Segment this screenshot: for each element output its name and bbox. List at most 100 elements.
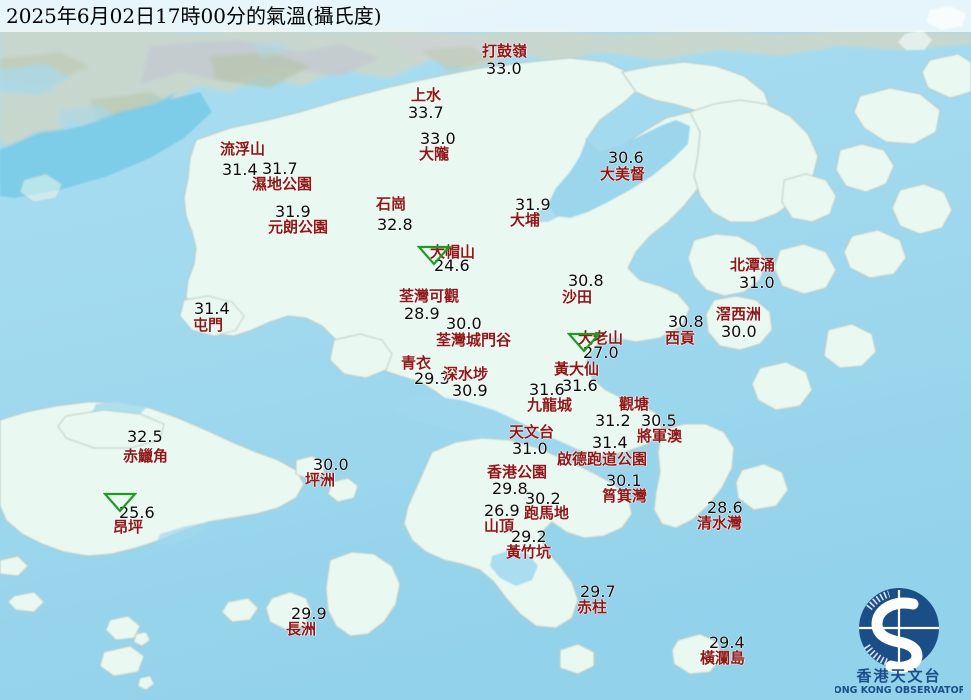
station-temperature-value: 32.5: [127, 427, 163, 446]
sai-kung-island-d: [773, 243, 837, 295]
chek-lap-kok: [57, 409, 165, 449]
clear-water-bay: [653, 423, 735, 529]
sw-islet-d: [137, 675, 155, 691]
tsing-yi: [329, 333, 393, 379]
sai-kung-island-c: [781, 173, 837, 223]
station-name: 濕地公園: [252, 175, 313, 193]
station-name: 屯門: [193, 316, 224, 334]
logo-dots-bottom: [864, 643, 889, 666]
logo-name-zh: 香港天文台: [856, 667, 941, 685]
po-toi-island: [559, 643, 595, 675]
ne-island-a: [835, 143, 895, 193]
ne-cloud-b: [898, 30, 932, 50]
station-temperature-value: 30.1: [606, 471, 642, 490]
station-name: 沙田: [562, 288, 593, 306]
station-name: 筲箕灣: [602, 487, 648, 505]
kau-sai-chau: [687, 233, 767, 297]
sw-islet-b: [99, 645, 145, 677]
station-name: 赤鱲角: [123, 447, 169, 465]
station-name: 赤柱: [577, 598, 608, 616]
station-name: 香港公園: [487, 463, 548, 481]
station-temperature-value: 31.4: [222, 160, 258, 179]
station-name: 荃灣城門谷: [436, 331, 512, 349]
station-altitude-triangle-icon: [103, 492, 137, 513]
hei-ling-chau: [327, 477, 359, 503]
station-name: 天文台: [509, 423, 555, 441]
station-name: 青衣: [401, 354, 432, 372]
station-name: 橫瀾島: [700, 649, 746, 667]
station-temperature-value: 30.0: [446, 314, 482, 333]
sai-kung-island-g: [823, 323, 877, 369]
station-temperature-value: 31.2: [595, 411, 631, 430]
sw-islet-f: [7, 591, 45, 613]
peng-chau: [295, 455, 325, 481]
hong-kong-island: [403, 437, 633, 629]
logo-dots-top: [866, 590, 891, 611]
station-name: 坪洲: [305, 471, 336, 489]
station-temperature-value: 33.7: [408, 103, 444, 122]
station-temperature-value: 28.6: [707, 498, 743, 517]
station-temperature-value: 29.3: [414, 369, 450, 388]
station-temperature-value: 29.9: [291, 604, 327, 623]
station-name: 大美督: [600, 165, 646, 183]
tuen-mun-coast: [179, 295, 245, 337]
station-temperature-value: 30.6: [608, 148, 644, 167]
station-temperature-value: 31.6: [562, 376, 598, 395]
station-temperature-value: 29.8: [492, 479, 528, 498]
station-temperature-value: 33.0: [420, 129, 456, 148]
station-temperature-value: 31.7: [262, 159, 298, 178]
ne-island-c: [853, 87, 941, 145]
station-name: 石崗: [376, 195, 407, 213]
sw-islet-a: [105, 615, 141, 641]
station-name: 山頂: [484, 517, 515, 535]
station-temperature-value: 25.6: [119, 503, 155, 522]
logo-s-curve: [871, 597, 923, 673]
station-name: 上水: [411, 86, 442, 104]
station-temperature-value: 30.9: [452, 381, 488, 400]
station-name: 北潭涌: [730, 256, 776, 274]
station-temperature-value: 31.4: [592, 433, 628, 452]
station-temperature-value: 33.0: [486, 59, 522, 78]
station-temperature-value: 31.4: [194, 299, 230, 318]
station-name: 將軍澳: [637, 427, 683, 445]
station-name: 啟德跑道公園: [557, 450, 648, 468]
station-temperature-value: 30.0: [313, 455, 349, 474]
station-name: 西貢: [665, 329, 696, 347]
station-name: 滘西洲: [716, 305, 762, 323]
ne-island-b: [891, 183, 953, 235]
station-name: 荃灣可觀: [399, 287, 460, 305]
station-name: 觀塘: [619, 395, 650, 413]
station-altitude-triangle-icon: [567, 332, 601, 353]
station-altitude-triangle-icon: [417, 245, 451, 266]
station-temperature-value: 30.0: [721, 322, 757, 341]
sw-islet-e: [221, 597, 259, 623]
station-temperature-value: 29.7: [580, 582, 616, 601]
station-temperature-value: 26.9: [484, 501, 520, 520]
station-temperature-value: 30.8: [668, 312, 704, 331]
deep-bay-islet: [19, 173, 63, 203]
station-temperature-value: 27.0: [583, 343, 619, 362]
deep-bay: [0, 92, 212, 198]
station-temperature-value: 31.9: [515, 195, 551, 214]
station-temperature-value: 29.2: [511, 527, 547, 546]
cheung-chau: [265, 591, 313, 631]
station-name: 黃大仙: [554, 360, 600, 378]
station-temperature-value: 30.2: [525, 489, 561, 508]
hko-logo: 香港天文台 HONG KONG OBSERVATORY: [835, 588, 963, 696]
waglan-island: [671, 633, 723, 675]
station-temperature-value: 30.8: [568, 271, 604, 290]
station-temperature-value: 31.6: [529, 380, 565, 399]
lamma-island: [325, 551, 401, 637]
station-temperature-value: 31.9: [275, 202, 311, 221]
station-name: 大埔: [510, 211, 541, 229]
station-temperature-value: 31.0: [739, 273, 775, 292]
sw-islet-c: [133, 631, 151, 647]
station-name: 流浮山: [220, 140, 266, 158]
station-temperature-value: 32.8: [377, 215, 413, 234]
station-name: 大隴: [419, 145, 450, 163]
station-temperature-value: 31.0: [512, 439, 548, 458]
victoria-harbour: [398, 396, 628, 476]
station-name: 清水灣: [697, 514, 743, 532]
title-bar: 2025年6月02日17時00分的氣溫(攝氏度): [0, 0, 971, 32]
